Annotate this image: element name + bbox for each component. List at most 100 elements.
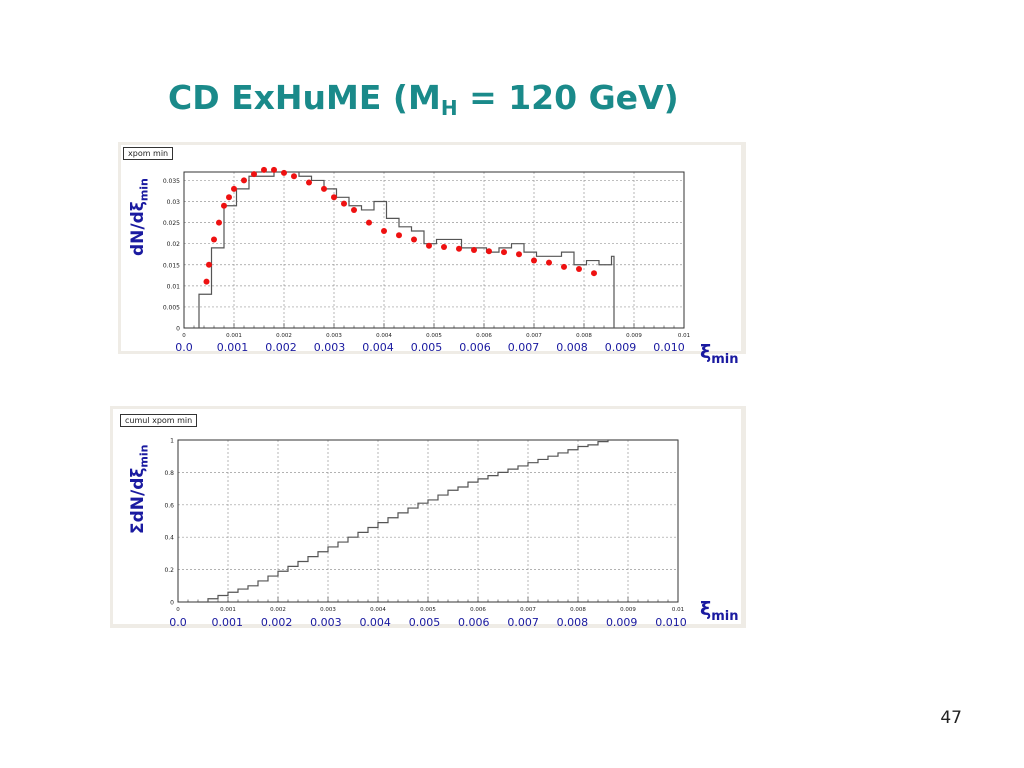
chart-2-inner-x-tick-label: 0.005 bbox=[420, 607, 436, 613]
chart-1-inner-x-tick-label: 0.001 bbox=[226, 333, 242, 339]
chart-1-inner-x-tick-label: 0.007 bbox=[526, 333, 542, 339]
x-tick-label: 0.008 bbox=[556, 341, 588, 354]
chart-2-hist-title: cumul xpom min bbox=[120, 414, 198, 427]
chart-2-y-tick-label: 0.6 bbox=[164, 502, 174, 509]
chart-1-data-point bbox=[441, 244, 447, 251]
chart-1-data-point bbox=[351, 206, 357, 213]
chart-2-y-tick-label: 0.2 bbox=[164, 567, 174, 574]
chart-2-inner-x-tick-label: 0.009 bbox=[620, 607, 636, 613]
x-tick-label: 0.006 bbox=[459, 341, 491, 354]
chart-1-data-point bbox=[576, 265, 582, 272]
chart-1-data-point bbox=[216, 219, 222, 226]
chart-1-data-point bbox=[561, 263, 567, 270]
chart-1-y-tick-label: 0.005 bbox=[163, 304, 180, 311]
chart-1-data-point bbox=[471, 247, 477, 253]
chart-1-data-point bbox=[411, 236, 417, 243]
chart-1-inner-x-tick-label: 0.009 bbox=[626, 333, 642, 339]
chart-1-data-point bbox=[306, 179, 312, 186]
x-tick-label: 0.007 bbox=[507, 616, 539, 629]
x-tick-label: 0.0 bbox=[175, 341, 193, 354]
chart-1-xlabel: ξmin bbox=[700, 341, 739, 367]
chart-1-frame bbox=[183, 171, 685, 329]
x-tick-label: 0.003 bbox=[310, 616, 342, 629]
chart-2-inner-x-tick-label: 0.002 bbox=[270, 607, 286, 613]
chart-1-data-point bbox=[321, 185, 327, 192]
chart-2-inner-x-tick-label: 0.001 bbox=[220, 607, 236, 613]
x-tick-label: 0.010 bbox=[653, 341, 685, 354]
chart-1-data-point bbox=[271, 166, 277, 173]
chart-1-data-point bbox=[591, 270, 597, 277]
chart-1-data-point bbox=[291, 173, 297, 180]
chart-2-panel: cumul xpom min 0 0.2 0.4 0.6 0.8 1 0 0.001 0.002… bbox=[110, 406, 746, 628]
chart-2-y-tick-label: 1 bbox=[170, 438, 174, 445]
x-tick-label: 0.005 bbox=[410, 341, 443, 354]
chart-2-cumulative-line bbox=[198, 439, 678, 603]
chart-2-y-tick-label: 0.8 bbox=[164, 470, 174, 477]
x-tick-label: 0.004 bbox=[359, 616, 391, 629]
x-tick-label: 0.005 bbox=[408, 616, 441, 629]
chart-1-data-point bbox=[426, 242, 432, 249]
chart-1-y-tick-label: 0.035 bbox=[163, 178, 180, 185]
chart-1-data-point bbox=[221, 202, 227, 209]
chart-1-data-point bbox=[281, 169, 287, 176]
chart-1-y-tick-label: 0.03 bbox=[167, 199, 181, 206]
chart-1-data-point bbox=[366, 219, 372, 226]
x-tick-label: 0.006 bbox=[458, 616, 490, 629]
chart-2-inner-x-tick-label: 0.01 bbox=[672, 607, 684, 613]
chart-1-data-point bbox=[241, 177, 247, 184]
chart-1-inner-x-tick-label: 0.01 bbox=[678, 333, 690, 339]
chart-1-data-point bbox=[341, 200, 347, 207]
chart-1-data-point bbox=[261, 166, 267, 173]
chart-1-inner-x-tick-label: 0 bbox=[182, 333, 186, 339]
chart-1-inner-x-tick-label: 0.006 bbox=[476, 333, 492, 339]
chart-1-x-tick-labels: 0.0 0.001 0.002 0.003 0.004 0.005 0.006 0.007 0.… bbox=[0, 341, 1024, 355]
x-tick-label: 0.007 bbox=[507, 341, 540, 354]
chart-1-histogram bbox=[198, 171, 615, 328]
chart-1-data-point bbox=[546, 259, 552, 266]
chart-2-inner-x-tick-label: 0.003 bbox=[320, 607, 336, 613]
x-tick-label: 0.009 bbox=[605, 616, 638, 629]
slide-title: CD ExHuME (MH = 120 GeV) bbox=[168, 78, 679, 120]
x-tick-label: 0.009 bbox=[604, 341, 637, 354]
chart-2-inner-x-tick-label: 0.004 bbox=[370, 607, 386, 613]
chart-2-inner-x-tick-label: 0 bbox=[176, 607, 180, 613]
chart-1-y-tick-label: 0.01 bbox=[167, 283, 181, 290]
chart-1-data-point bbox=[456, 245, 462, 252]
x-tick-label: 0.010 bbox=[655, 616, 687, 629]
chart-1-data-point bbox=[231, 185, 237, 192]
chart-1-inner-x-tick-label: 0.003 bbox=[326, 333, 342, 339]
chart-1-data-point bbox=[396, 232, 402, 239]
chart-1-data-point bbox=[203, 278, 210, 285]
chart-2-ylabel: ΣdN/dξmin bbox=[128, 444, 151, 534]
chart-1-y-tick-label: 0 bbox=[176, 326, 180, 333]
x-tick-label: 0.002 bbox=[260, 616, 293, 629]
chart-1-data-point bbox=[501, 249, 507, 256]
chart-1-data-point bbox=[331, 194, 337, 201]
chart-1-inner-x-tick-label: 0.005 bbox=[426, 333, 442, 339]
chart-2-x-tick-labels: 0.0 0.001 0.002 0.003 0.004 0.005 0.006 0.007 0.… bbox=[0, 616, 1024, 630]
x-tick-label: 0.003 bbox=[313, 341, 346, 354]
chart-1-ylabel: dN/dξmin bbox=[128, 178, 151, 256]
x-tick-label: 0.008 bbox=[556, 616, 589, 629]
chart-2-plot: 0 0.2 0.4 0.6 0.8 1 0 0.001 0.002 0.003 0.004 0.005… bbox=[164, 438, 684, 614]
chart-1-y-tick-label: 0.015 bbox=[163, 262, 180, 269]
chart-1-y-tick-label: 0.02 bbox=[167, 241, 181, 248]
chart-1-data-point bbox=[251, 171, 257, 178]
chart-2-inner-x-tick-label: 0.008 bbox=[570, 607, 586, 613]
chart-1-hist-title: xpom min bbox=[123, 147, 174, 160]
chart-1-data-point bbox=[486, 248, 492, 255]
chart-1-inner-x-tick-label: 0.002 bbox=[276, 333, 292, 339]
x-tick-label: 0.0 bbox=[169, 616, 187, 629]
chart-1-data-point bbox=[211, 236, 217, 243]
chart-1-data-point bbox=[206, 261, 212, 268]
chart-1-inner-x-tick-label: 0.008 bbox=[576, 333, 592, 339]
x-tick-label: 0.001 bbox=[216, 341, 249, 354]
chart-1-data-point bbox=[516, 251, 522, 258]
chart-2-y-tick-label: 0 bbox=[170, 600, 174, 607]
chart-1-data-point bbox=[381, 228, 387, 235]
chart-2-y-tick-label: 0.4 bbox=[164, 535, 174, 542]
chart-2-frame bbox=[177, 439, 679, 603]
x-tick-label: 0.002 bbox=[265, 341, 297, 354]
chart-2-xlabel: ξmin bbox=[700, 598, 739, 624]
chart-1-y-tick-label: 0.025 bbox=[163, 220, 180, 227]
